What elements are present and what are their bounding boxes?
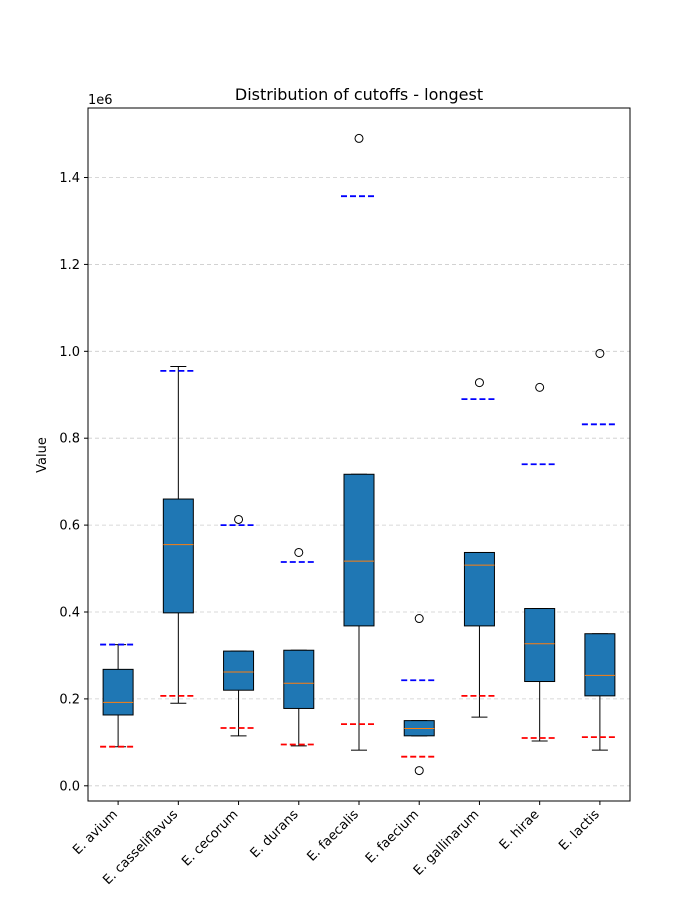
box-iqr xyxy=(162,498,194,614)
box-group xyxy=(162,366,194,704)
y-tick-label: 0.8 xyxy=(59,432,80,447)
outlier-point xyxy=(234,514,244,524)
box-iqr xyxy=(283,649,315,709)
chart-title: Distribution of cutoffs - longest xyxy=(235,85,483,104)
box-group xyxy=(223,514,255,737)
box-group xyxy=(403,614,435,776)
outlier-point xyxy=(474,378,484,388)
box-group xyxy=(343,133,375,751)
y-axis-offset-label: 1e6 xyxy=(88,93,113,108)
box-group xyxy=(283,547,315,747)
outlier-point xyxy=(535,382,545,392)
box-iqr xyxy=(343,473,375,627)
outlier-point xyxy=(414,614,424,624)
outlier-point xyxy=(595,348,605,358)
outlier-point xyxy=(414,766,424,776)
box-iqr xyxy=(524,608,556,683)
y-axis-label: Value xyxy=(35,437,50,473)
box-iqr xyxy=(102,668,134,716)
y-tick-label: 0.0 xyxy=(59,779,80,794)
box-iqr xyxy=(223,650,255,691)
outlier-point xyxy=(354,133,364,143)
box-group xyxy=(584,348,616,751)
y-tick-label: 0.6 xyxy=(59,519,80,534)
box-group xyxy=(524,382,556,742)
y-tick-label: 0.4 xyxy=(59,606,80,621)
y-tick-label: 1.0 xyxy=(59,345,80,360)
boxes-layer xyxy=(102,133,616,776)
outlier-point xyxy=(294,547,304,557)
box-iqr xyxy=(463,551,495,627)
y-tick-label: 1.2 xyxy=(59,258,80,273)
y-tick-label: 0.2 xyxy=(59,692,80,707)
box-iqr xyxy=(584,633,616,697)
y-tick-label: 1.4 xyxy=(59,171,80,186)
cutoff-markers-layer xyxy=(100,195,618,758)
box-group xyxy=(463,378,495,718)
